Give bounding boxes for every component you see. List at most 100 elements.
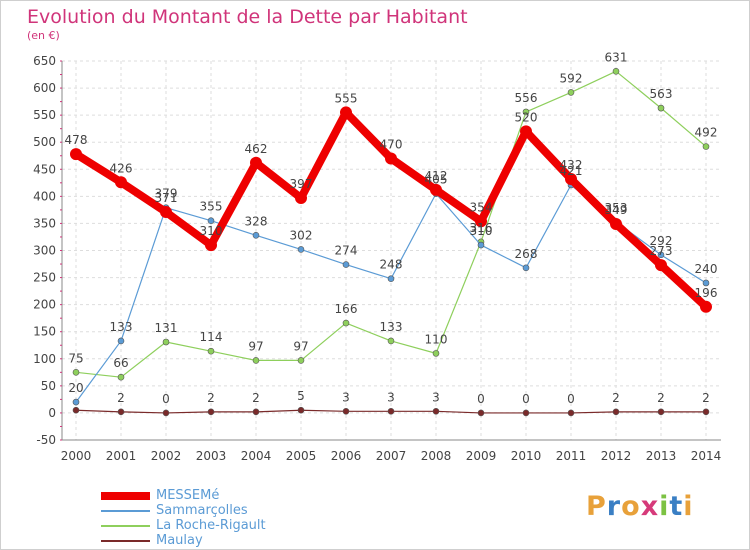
logo-letter: i xyxy=(659,491,670,522)
data-point xyxy=(565,173,577,186)
data-point xyxy=(72,369,80,376)
data-label: 20 xyxy=(68,381,83,395)
data-label: 2 xyxy=(117,391,125,405)
data-label: 97 xyxy=(293,339,308,353)
logo-letter: x xyxy=(640,491,660,522)
data-point xyxy=(387,337,395,345)
data-label: 3 xyxy=(387,390,395,404)
data-point xyxy=(567,409,575,417)
logo-letter: i xyxy=(683,491,694,522)
data-point xyxy=(72,406,80,414)
data-label: 555 xyxy=(335,91,358,105)
x-tick-label: 2009 xyxy=(466,449,497,463)
data-label: 310 xyxy=(200,224,223,238)
chart-title: Evolution du Montant de la Dette par Hab… xyxy=(27,6,468,28)
legend-swatch-messeme xyxy=(101,491,150,500)
data-label: 66 xyxy=(113,356,128,370)
data-label: 421 xyxy=(560,164,583,178)
data-point xyxy=(612,67,620,75)
data-label: 131 xyxy=(155,321,178,335)
data-point xyxy=(430,183,442,196)
data-label: 462 xyxy=(245,142,268,156)
data-label: 2 xyxy=(252,391,260,405)
data-label: 405 xyxy=(425,173,448,187)
data-point xyxy=(387,408,395,415)
legend-label-sammarcolles: Sammarçolles xyxy=(156,503,248,518)
x-tick-label: 2003 xyxy=(196,449,227,463)
legend-label-messeme: MESSEMé xyxy=(156,488,220,503)
y-tick-label: 500 xyxy=(33,135,56,149)
y-tick-label: 600 xyxy=(33,81,56,95)
legend-item-la-roche-rigault: La Roche-Rigault xyxy=(101,518,266,533)
data-label: 302 xyxy=(290,228,313,242)
data-label: 273 xyxy=(650,244,673,258)
data-label: 328 xyxy=(245,214,268,228)
data-point xyxy=(655,259,667,272)
x-tick-label: 2002 xyxy=(151,449,182,463)
x-tick-label: 2008 xyxy=(421,449,452,463)
data-point xyxy=(432,408,440,415)
logo-letter: t xyxy=(669,491,684,522)
data-label: 5 xyxy=(297,389,305,403)
legend-item-maulay: Maulay xyxy=(101,533,266,548)
data-label: 412 xyxy=(425,169,448,183)
data-label: 0 xyxy=(522,392,530,406)
data-label: 196 xyxy=(695,286,718,300)
data-point xyxy=(162,409,170,417)
data-label: 0 xyxy=(477,392,485,406)
data-label: 556 xyxy=(515,91,538,105)
data-label: 114 xyxy=(200,330,223,344)
y-tick-label: 0 xyxy=(48,406,56,420)
data-point xyxy=(162,338,170,346)
data-point xyxy=(160,206,172,219)
legend-item-messeme: MESSEMé xyxy=(101,488,266,503)
x-tick-label: 2011 xyxy=(556,449,587,463)
data-label: 3 xyxy=(342,390,350,404)
data-label: 470 xyxy=(380,137,403,151)
x-tick-label: 2014 xyxy=(691,449,722,463)
data-label: 268 xyxy=(515,247,538,261)
data-label: 2 xyxy=(657,391,665,405)
data-label: 371 xyxy=(155,191,178,205)
data-point xyxy=(342,261,350,268)
legend-swatch-maulay xyxy=(101,539,150,542)
y-tick-label: 550 xyxy=(33,108,56,122)
x-tick-label: 2001 xyxy=(106,449,137,463)
data-label: 166 xyxy=(335,302,358,316)
data-label: 592 xyxy=(560,71,583,85)
data-point xyxy=(207,408,215,416)
data-point xyxy=(297,357,305,364)
data-label: 97 xyxy=(248,339,263,353)
data-point xyxy=(252,408,260,416)
data-point xyxy=(250,156,262,169)
data-label: 2 xyxy=(612,391,620,405)
legend: MESSEMé Sammarçolles La Roche-Rigault Ma… xyxy=(101,488,266,548)
data-point xyxy=(295,191,307,204)
data-point xyxy=(252,232,260,239)
data-point xyxy=(342,319,350,327)
data-label: 2 xyxy=(207,391,215,405)
data-point xyxy=(702,408,710,416)
data-label: 353 xyxy=(605,201,628,215)
proxiti-logo: Proxiti xyxy=(586,491,694,522)
x-tick-label: 2006 xyxy=(331,449,362,463)
data-label: 110 xyxy=(425,332,448,346)
data-label: 492 xyxy=(695,126,718,140)
data-point xyxy=(522,264,530,272)
data-label: 563 xyxy=(650,87,673,101)
x-tick-label: 2000 xyxy=(61,449,92,463)
y-tick-label: 100 xyxy=(33,352,56,366)
x-tick-label: 2013 xyxy=(646,449,677,463)
data-point xyxy=(72,398,80,406)
legend-label-la-roche-rigault: La Roche-Rigault xyxy=(156,518,266,533)
data-point xyxy=(117,373,125,381)
y-tick-label: 300 xyxy=(33,244,56,258)
data-point xyxy=(520,125,532,138)
data-point xyxy=(657,251,665,259)
data-point xyxy=(522,409,530,417)
data-point xyxy=(522,108,530,116)
legend-swatch-la-roche-rigault xyxy=(101,524,150,527)
x-tick-label: 2012 xyxy=(601,449,632,463)
data-label: 397 xyxy=(290,177,313,191)
data-point xyxy=(252,357,260,364)
